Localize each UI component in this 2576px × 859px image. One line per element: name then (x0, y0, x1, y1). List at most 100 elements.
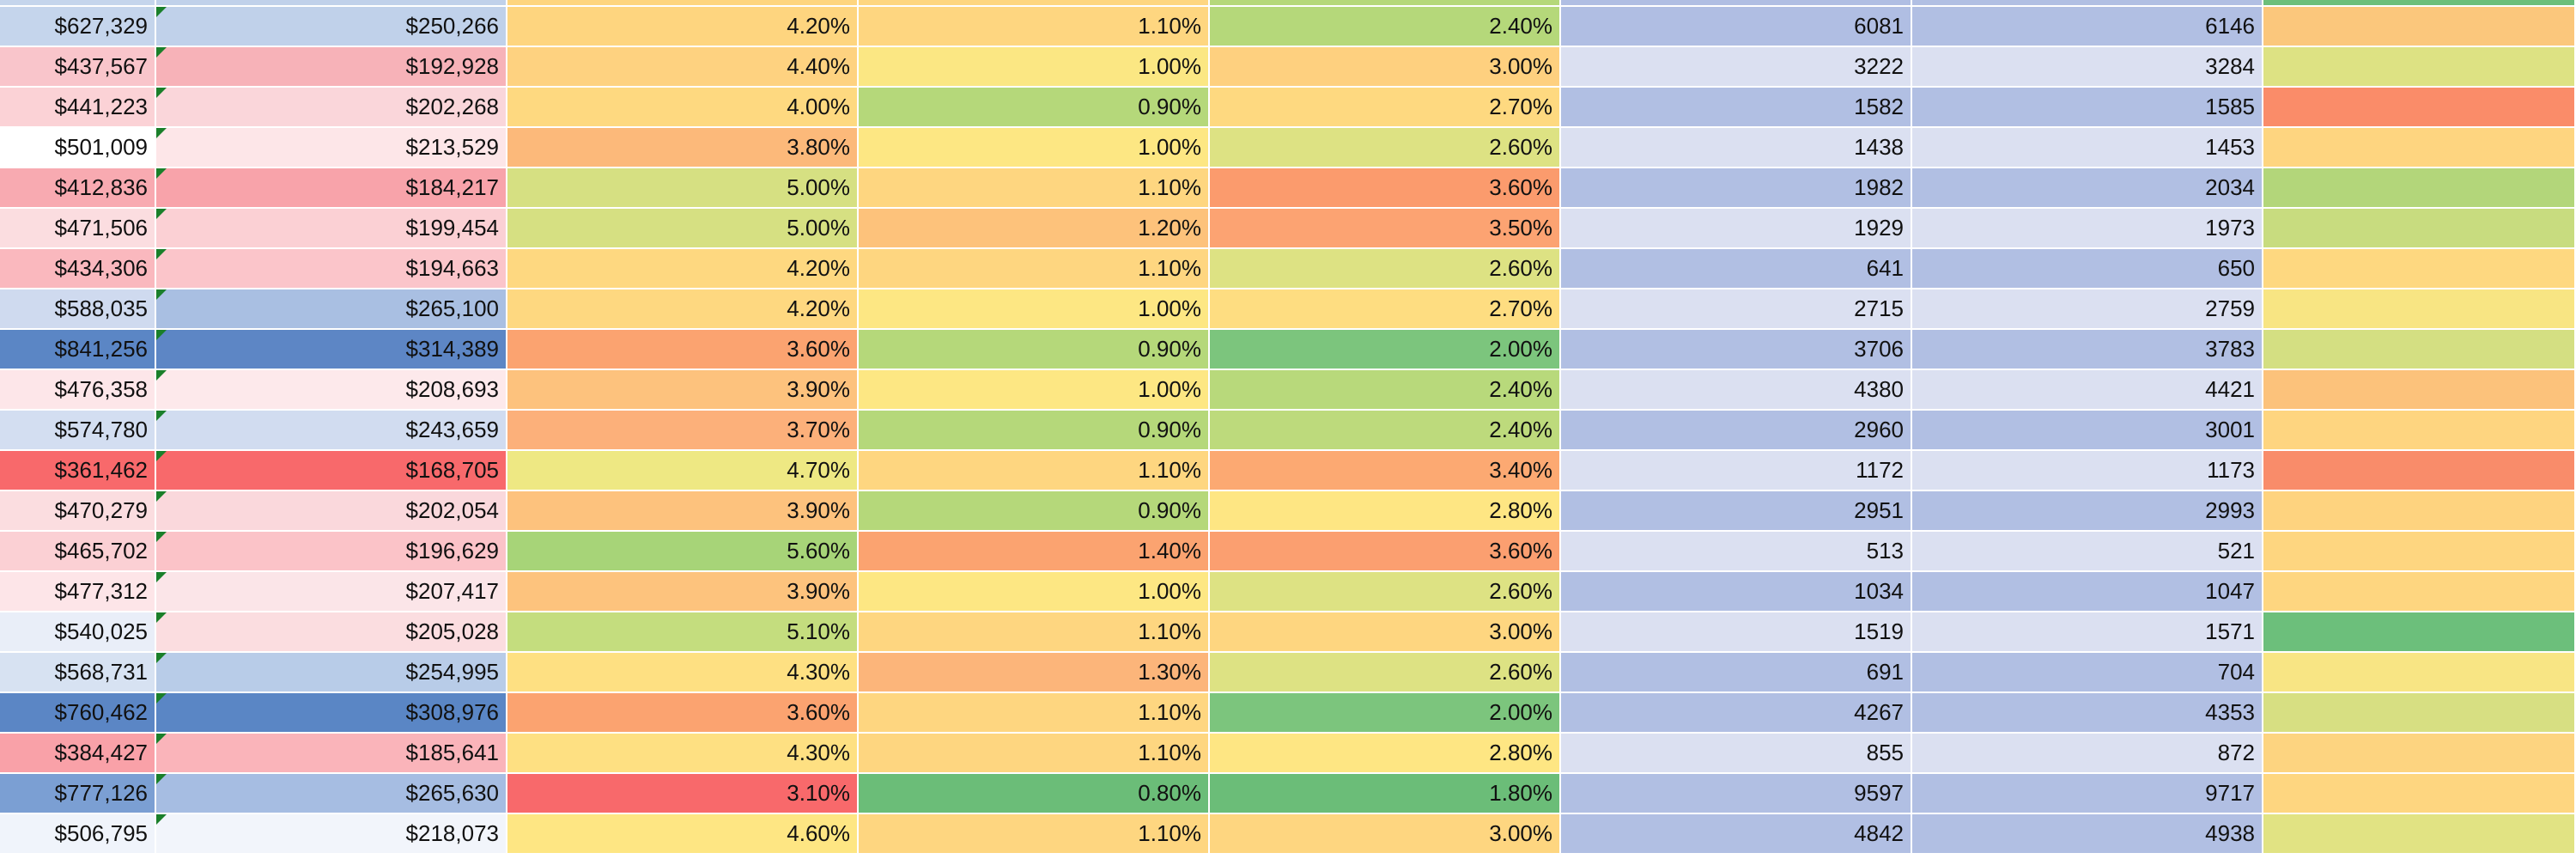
cell-c5[interactable]: 691 (1561, 653, 1912, 693)
cell-c6[interactable]: 2993 (1912, 491, 2263, 532)
cell-c5[interactable]: 6081 (1561, 7, 1912, 47)
cell-c0[interactable]: $627,329 (0, 7, 156, 47)
cell-c6[interactable]: 3001 (1912, 411, 2263, 451)
cell-c7[interactable] (2263, 734, 2576, 774)
cell-c3[interactable]: 1.10% (859, 451, 1210, 491)
cell-c5[interactable]: 2951 (1561, 491, 1912, 532)
cell-c4[interactable]: 2.00% (1210, 693, 1561, 734)
cell-c7[interactable] (2263, 653, 2576, 693)
cell-c4[interactable]: 2.70% (1210, 88, 1561, 128)
cell-c2[interactable]: 3.90% (507, 572, 859, 612)
cell-c6[interactable]: 4938 (1912, 814, 2263, 855)
cell-c5[interactable]: 3222 (1561, 47, 1912, 88)
cell-c3[interactable]: 0.90% (859, 88, 1210, 128)
cell-c7[interactable] (2263, 330, 2576, 370)
cell-c2[interactable]: 4.40% (507, 47, 859, 88)
cell-c6[interactable]: 9717 (1912, 774, 2263, 814)
cell-c7[interactable] (2263, 411, 2576, 451)
cell-c0[interactable]: $471,506 (0, 209, 156, 249)
cell-c6[interactable]: 650 (1912, 249, 2263, 289)
cell-c2[interactable]: 3.60% (507, 330, 859, 370)
cell-c5[interactable]: 4267 (1561, 693, 1912, 734)
cell-c2[interactable]: 3.10% (507, 774, 859, 814)
cell-c4[interactable]: 2.60% (1210, 653, 1561, 693)
cell-c4[interactable]: 3.60% (1210, 168, 1561, 209)
cell-c2[interactable]: 4.60% (507, 814, 859, 855)
cell-c2[interactable]: 3.90% (507, 491, 859, 532)
cell-c6[interactable]: 1571 (1912, 612, 2263, 653)
cell-c1[interactable]: $192,928 (156, 47, 507, 88)
cell-c1[interactable]: $250,266 (156, 7, 507, 47)
cell-c2[interactable]: 3.90% (507, 370, 859, 411)
cell-c4[interactable]: 2.80% (1210, 491, 1561, 532)
cell-c3[interactable]: 1.10% (859, 612, 1210, 653)
cell-c5[interactable]: 1172 (1561, 451, 1912, 491)
cell-c3[interactable]: 0.90% (859, 411, 1210, 451)
cell-c3[interactable]: 1.00% (859, 289, 1210, 330)
cell-c3[interactable]: 1.20% (859, 209, 1210, 249)
cell-c4[interactable]: 2.00% (1210, 330, 1561, 370)
cell-c7[interactable] (2263, 451, 2576, 491)
cell-c3[interactable]: 1.10% (859, 814, 1210, 855)
cell-c4[interactable]: 3.00% (1210, 612, 1561, 653)
cell-c7[interactable] (2263, 612, 2576, 653)
cell-c3[interactable]: 1.40% (859, 532, 1210, 572)
cell-c7[interactable] (2263, 370, 2576, 411)
cell-c0[interactable]: $777,126 (0, 774, 156, 814)
cell-c4[interactable]: 3.60% (1210, 532, 1561, 572)
cell-c2[interactable]: 4.30% (507, 734, 859, 774)
cell-c1[interactable]: $199,454 (156, 209, 507, 249)
cell-c6[interactable]: 4353 (1912, 693, 2263, 734)
cell-c1[interactable]: $208,693 (156, 370, 507, 411)
cell-c3[interactable]: 1.00% (859, 572, 1210, 612)
cell-c0[interactable]: $437,567 (0, 47, 156, 88)
cell-c4[interactable]: 2.60% (1210, 128, 1561, 168)
cell-c0[interactable]: $441,223 (0, 88, 156, 128)
cell-c5[interactable]: 3706 (1561, 330, 1912, 370)
cell-c5[interactable]: 9597 (1561, 774, 1912, 814)
cell-c1[interactable]: $308,976 (156, 693, 507, 734)
cell-c2[interactable]: 3.80% (507, 128, 859, 168)
cell-c6[interactable]: 3284 (1912, 47, 2263, 88)
cell-c6[interactable]: 1973 (1912, 209, 2263, 249)
cell-c0[interactable]: $361,462 (0, 451, 156, 491)
cell-c2[interactable]: 4.20% (507, 249, 859, 289)
cell-c0[interactable]: $568,731 (0, 653, 156, 693)
cell-c4[interactable]: 3.40% (1210, 451, 1561, 491)
cell-c7[interactable] (2263, 693, 2576, 734)
cell-c7[interactable] (2263, 168, 2576, 209)
cell-c5[interactable]: 1034 (1561, 572, 1912, 612)
cell-c1[interactable]: $202,268 (156, 88, 507, 128)
cell-c5[interactable]: 641 (1561, 249, 1912, 289)
cell-c0[interactable]: $841,256 (0, 330, 156, 370)
cell-c1[interactable]: $202,054 (156, 491, 507, 532)
cell-c7[interactable] (2263, 47, 2576, 88)
cell-c3[interactable]: 1.10% (859, 693, 1210, 734)
cell-c7[interactable] (2263, 572, 2576, 612)
cell-c3[interactable]: 1.00% (859, 47, 1210, 88)
cell-c1[interactable]: $196,629 (156, 532, 507, 572)
cell-c3[interactable]: 1.10% (859, 249, 1210, 289)
cell-c5[interactable]: 2960 (1561, 411, 1912, 451)
cell-c5[interactable]: 1982 (1561, 168, 1912, 209)
cell-c7[interactable] (2263, 532, 2576, 572)
cell-c2[interactable]: 3.70% (507, 411, 859, 451)
cell-c6[interactable]: 1453 (1912, 128, 2263, 168)
cell-c2[interactable]: 4.00% (507, 88, 859, 128)
cell-c6[interactable]: 3783 (1912, 330, 2263, 370)
cell-c4[interactable]: 2.40% (1210, 411, 1561, 451)
cell-c1[interactable]: $207,417 (156, 572, 507, 612)
cell-c4[interactable]: 2.40% (1210, 7, 1561, 47)
cell-c1[interactable]: $213,529 (156, 128, 507, 168)
cell-c0[interactable]: $470,279 (0, 491, 156, 532)
cell-c6[interactable]: 1173 (1912, 451, 2263, 491)
cell-c6[interactable]: 2759 (1912, 289, 2263, 330)
cell-c5[interactable]: 2715 (1561, 289, 1912, 330)
cell-c4[interactable]: 3.00% (1210, 47, 1561, 88)
cell-c1[interactable]: $265,100 (156, 289, 507, 330)
cell-c6[interactable]: 1047 (1912, 572, 2263, 612)
cell-c3[interactable]: 1.10% (859, 734, 1210, 774)
cell-c5[interactable]: 4380 (1561, 370, 1912, 411)
cell-c4[interactable]: 2.80% (1210, 734, 1561, 774)
cell-c3[interactable]: 1.10% (859, 168, 1210, 209)
